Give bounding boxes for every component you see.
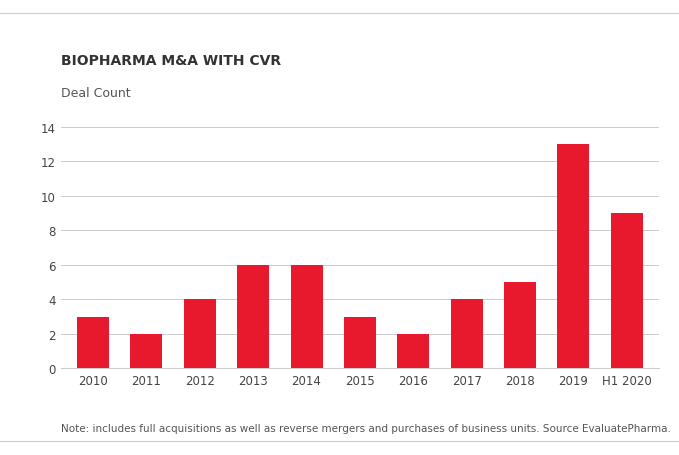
Bar — [397, 334, 429, 369]
Text: BIOPHARMA M&A WITH CVR: BIOPHARMA M&A WITH CVR — [61, 54, 281, 68]
Text: Deal Count: Deal Count — [61, 87, 131, 100]
Bar — [610, 213, 642, 369]
Bar — [451, 300, 483, 369]
Bar — [237, 265, 269, 369]
Bar — [130, 334, 162, 369]
Bar — [291, 265, 323, 369]
Bar — [557, 145, 589, 369]
Bar — [184, 300, 216, 369]
Bar — [77, 317, 109, 369]
Bar — [504, 283, 536, 369]
Bar — [344, 317, 376, 369]
Text: Note: includes full acquisitions as well as reverse mergers and purchases of bus: Note: includes full acquisitions as well… — [61, 423, 671, 433]
